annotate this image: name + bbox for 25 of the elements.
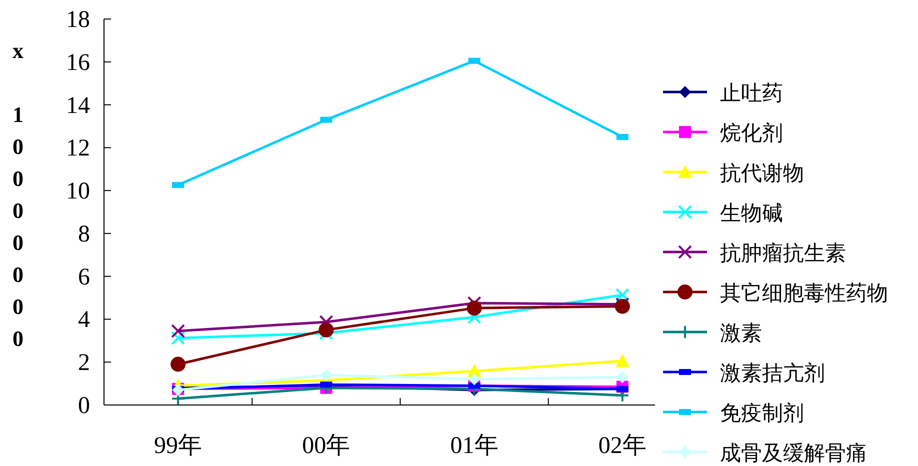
y-tick-label: 8 xyxy=(78,221,90,248)
y-tick-label: 14 xyxy=(66,92,90,119)
legend-label: 生物碱 xyxy=(720,201,783,225)
x-tick-label: 02年 xyxy=(598,433,646,459)
x-tick-label: 01年 xyxy=(450,433,498,459)
legend-label: 激素拮亢剂 xyxy=(720,361,825,385)
y-tick-label: 0 xyxy=(78,393,90,419)
y-axis-title: x 10000000 xyxy=(6,38,30,358)
y-tick-label: 4 xyxy=(78,307,90,334)
y-tick-label: 12 xyxy=(66,136,90,162)
legend-label: 免疫制剂 xyxy=(720,401,804,425)
y-tick-label: 16 xyxy=(66,50,90,76)
y-tick-label: 2 xyxy=(78,350,90,376)
y-tick-label: 18 xyxy=(66,7,90,33)
legend-label: 抗代谢物 xyxy=(720,161,804,185)
legend-label: 其它细胞毒性药物 xyxy=(720,281,888,305)
legend-label: 烷化剂 xyxy=(720,121,783,145)
legend-label: 激素 xyxy=(720,321,762,345)
y-tick-label: 10 xyxy=(66,178,90,205)
legend-label: 止吐药 xyxy=(720,81,783,105)
legend-label: 抗肿瘤抗生素 xyxy=(720,241,846,265)
x-tick-label: 99年 xyxy=(154,433,202,459)
legend-label: 成骨及缓解骨痛 xyxy=(720,441,867,465)
x-tick-label: 00年 xyxy=(302,433,350,459)
y-tick-label: 6 xyxy=(78,264,90,290)
